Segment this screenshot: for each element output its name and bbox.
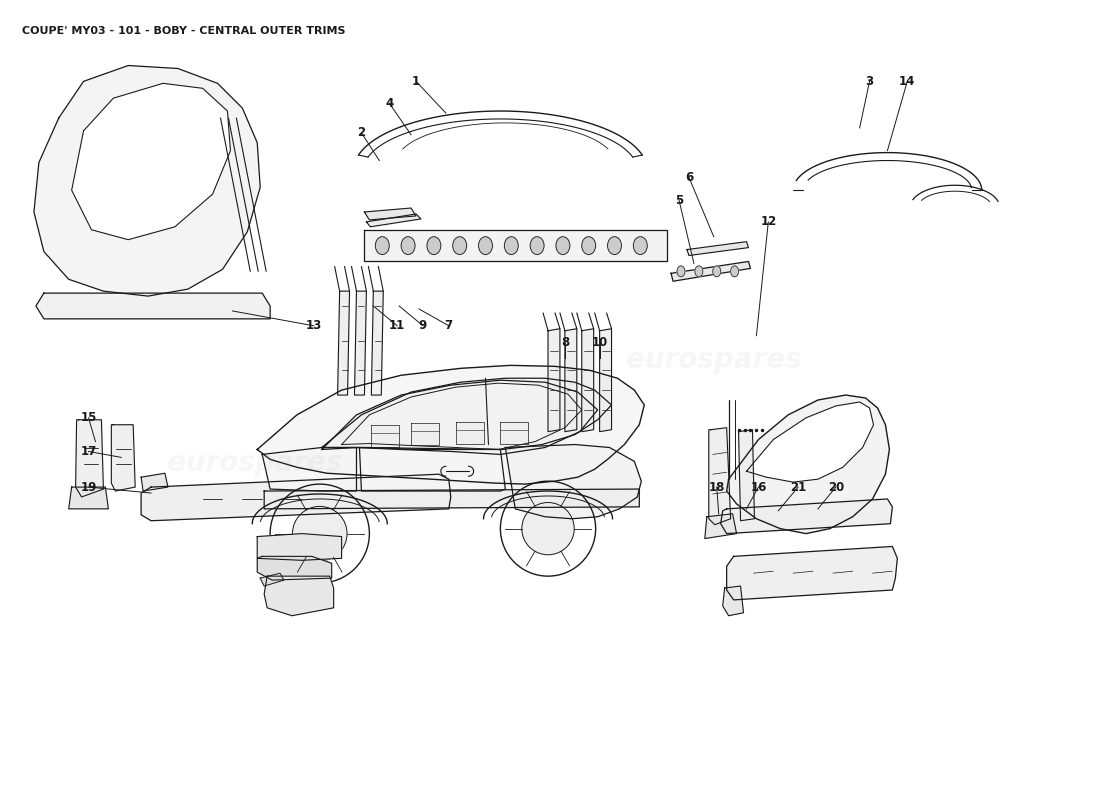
- Polygon shape: [720, 499, 892, 534]
- Polygon shape: [582, 329, 594, 432]
- Ellipse shape: [375, 237, 389, 254]
- Polygon shape: [372, 291, 383, 395]
- Ellipse shape: [504, 237, 518, 254]
- Polygon shape: [455, 422, 484, 443]
- Polygon shape: [500, 422, 528, 443]
- Polygon shape: [257, 366, 645, 484]
- Ellipse shape: [427, 237, 441, 254]
- Text: 8: 8: [561, 336, 569, 349]
- Text: 4: 4: [385, 97, 394, 110]
- Polygon shape: [505, 445, 641, 518]
- Polygon shape: [738, 430, 755, 521]
- Polygon shape: [354, 291, 366, 395]
- Polygon shape: [342, 383, 582, 450]
- Text: 5: 5: [675, 194, 683, 206]
- Polygon shape: [366, 214, 421, 227]
- Text: 18: 18: [708, 481, 725, 494]
- Polygon shape: [76, 420, 103, 497]
- Ellipse shape: [634, 237, 647, 254]
- Text: 9: 9: [419, 319, 427, 332]
- Text: 20: 20: [827, 481, 844, 494]
- Polygon shape: [548, 329, 560, 432]
- Text: 15: 15: [80, 411, 97, 424]
- Ellipse shape: [713, 266, 721, 277]
- Polygon shape: [257, 556, 332, 580]
- Polygon shape: [747, 402, 873, 482]
- Text: 3: 3: [866, 75, 873, 88]
- Text: 6: 6: [685, 171, 693, 184]
- Polygon shape: [727, 395, 890, 534]
- Circle shape: [521, 502, 574, 554]
- Polygon shape: [364, 230, 667, 262]
- Text: 10: 10: [592, 336, 607, 349]
- Polygon shape: [723, 586, 744, 616]
- Polygon shape: [34, 66, 261, 296]
- Polygon shape: [727, 546, 898, 600]
- Polygon shape: [321, 378, 612, 450]
- Circle shape: [293, 506, 346, 561]
- Polygon shape: [364, 208, 416, 220]
- Polygon shape: [111, 425, 135, 491]
- Text: 14: 14: [899, 75, 915, 88]
- Polygon shape: [141, 474, 168, 491]
- Polygon shape: [36, 293, 271, 319]
- Text: COUPE' MY03 - 101 - BOBY - CENTRAL OUTER TRIMS: COUPE' MY03 - 101 - BOBY - CENTRAL OUTER…: [22, 26, 345, 36]
- Text: 19: 19: [80, 481, 97, 494]
- Polygon shape: [141, 474, 451, 521]
- Text: 16: 16: [750, 481, 767, 494]
- Polygon shape: [705, 514, 737, 538]
- Text: 13: 13: [306, 319, 322, 332]
- Ellipse shape: [453, 237, 466, 254]
- Polygon shape: [321, 380, 597, 454]
- Ellipse shape: [402, 237, 415, 254]
- Text: 12: 12: [760, 215, 777, 228]
- Ellipse shape: [478, 237, 493, 254]
- Polygon shape: [264, 489, 639, 509]
- Polygon shape: [688, 242, 748, 255]
- Text: 11: 11: [389, 319, 405, 332]
- Text: eurospares: eurospares: [626, 346, 802, 374]
- Polygon shape: [264, 576, 333, 616]
- Text: 2: 2: [358, 126, 365, 139]
- Ellipse shape: [676, 266, 685, 277]
- Polygon shape: [708, 428, 730, 525]
- Polygon shape: [338, 291, 350, 395]
- Text: eurospares: eurospares: [167, 450, 343, 478]
- Text: 7: 7: [444, 319, 453, 332]
- Polygon shape: [72, 83, 230, 240]
- Polygon shape: [565, 329, 576, 432]
- Text: 21: 21: [790, 481, 806, 494]
- Text: 17: 17: [80, 445, 97, 458]
- Polygon shape: [411, 422, 439, 445]
- Polygon shape: [600, 329, 612, 432]
- Polygon shape: [261, 573, 284, 586]
- Polygon shape: [671, 262, 750, 282]
- Polygon shape: [360, 447, 505, 491]
- Polygon shape: [257, 534, 342, 560]
- Ellipse shape: [556, 237, 570, 254]
- Polygon shape: [262, 447, 356, 491]
- Ellipse shape: [730, 266, 738, 277]
- Ellipse shape: [582, 237, 596, 254]
- Ellipse shape: [607, 237, 621, 254]
- Ellipse shape: [695, 266, 703, 277]
- Polygon shape: [68, 487, 109, 509]
- Ellipse shape: [530, 237, 544, 254]
- Polygon shape: [372, 425, 399, 446]
- Text: 1: 1: [412, 75, 420, 88]
